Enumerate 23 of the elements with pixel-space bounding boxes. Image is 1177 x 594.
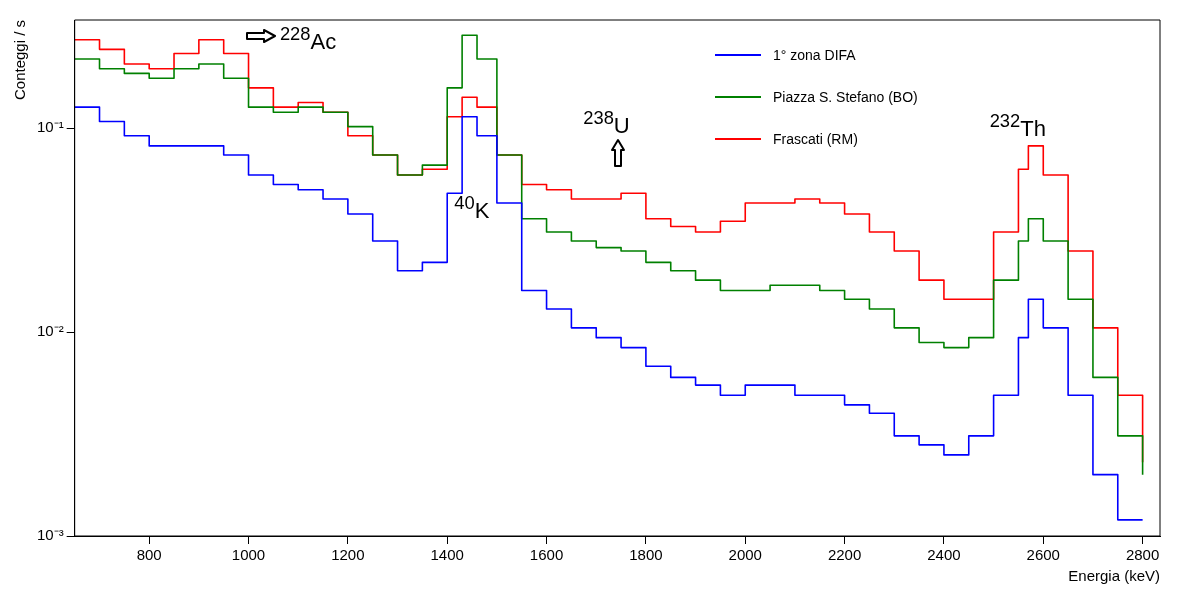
y-axis-title: Conteggi / s bbox=[11, 20, 29, 101]
y-tick-label: 10⁻² bbox=[36, 322, 64, 340]
x-tick-label: 2400 bbox=[927, 546, 961, 564]
x-tick-label: 800 bbox=[136, 546, 162, 564]
annotation: $^{228}$Ac bbox=[279, 23, 337, 54]
x-tick-label: 2000 bbox=[728, 546, 762, 564]
x-tick-label: 1200 bbox=[331, 546, 365, 564]
legend-label: Piazza S. Stefano (BO) bbox=[773, 89, 918, 105]
annotation: $^{238}$U bbox=[583, 107, 630, 138]
y-tick-label: 10⁻¹ bbox=[36, 118, 64, 136]
x-tick-label: 1600 bbox=[529, 546, 564, 564]
annotation: $^{40}$K bbox=[454, 192, 490, 223]
x-tick-label: 2800 bbox=[1125, 546, 1160, 564]
x-tick-label: 1800 bbox=[629, 546, 663, 564]
x-tick-label: 1000 bbox=[231, 546, 266, 564]
legend-label: 1° zona DIFA bbox=[773, 47, 856, 63]
legend-label: Frascati (RM) bbox=[773, 131, 858, 147]
annotation: $^{232}$Th bbox=[989, 110, 1046, 141]
y-tick-label: 10⁻³ bbox=[36, 526, 64, 544]
x-tick-label: 1400 bbox=[430, 546, 464, 564]
x-tick-label: 2200 bbox=[827, 546, 862, 564]
x-tick-label: 2600 bbox=[1026, 546, 1060, 564]
x-axis-title: Energia (keV) bbox=[1068, 567, 1160, 585]
